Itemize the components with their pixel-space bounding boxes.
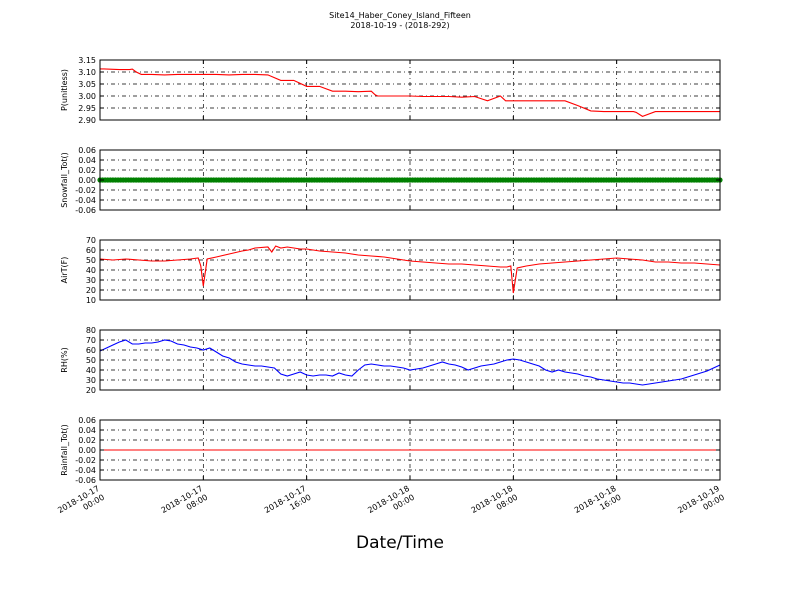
- y-tick-label: 0.02: [78, 436, 96, 445]
- y-tick-label: 60: [86, 246, 96, 255]
- y-tick-label: 50: [86, 256, 96, 265]
- y-axis-label: Rainfall_Tot(): [60, 424, 69, 476]
- y-tick-label: -0.02: [75, 186, 96, 195]
- y-tick-label: -0.06: [75, 206, 96, 215]
- y-axis-label: P(unitless): [60, 69, 69, 111]
- y-tick-label: 0.00: [78, 446, 96, 455]
- y-tick-label: -0.06: [75, 476, 96, 485]
- y-tick-label: 2.95: [78, 104, 96, 113]
- y-tick-label: 3.00: [78, 92, 96, 101]
- y-tick-label: 3.15: [78, 56, 96, 65]
- y-tick-label: 0.02: [78, 166, 96, 175]
- y-axis-label: AirT(F): [60, 257, 69, 284]
- y-tick-label: 2.90: [78, 116, 96, 125]
- y-tick-label: -0.04: [75, 466, 96, 475]
- y-tick-label: 40: [86, 266, 96, 275]
- series-line: [99, 245, 721, 294]
- series-line: [99, 339, 721, 386]
- y-tick-label: -0.04: [75, 196, 96, 205]
- y-tick-label: 0.06: [78, 146, 96, 155]
- y-tick-label: 0.04: [78, 156, 96, 165]
- chart-title: Site14_Haber_Coney_Island_Fifteen: [329, 11, 471, 20]
- y-tick-label: 70: [86, 336, 96, 345]
- y-tick-label: 0.00: [78, 176, 96, 185]
- y-tick-label: 30: [86, 376, 96, 385]
- y-tick-label: 0.04: [78, 426, 96, 435]
- y-tick-label: 70: [86, 236, 96, 245]
- y-tick-label: 3.05: [78, 80, 96, 89]
- y-tick-label: 10: [86, 296, 96, 305]
- y-tick-label: 50: [86, 356, 96, 365]
- y-tick-label: 40: [86, 366, 96, 375]
- y-tick-label: 20: [86, 386, 96, 395]
- y-tick-label: -0.02: [75, 456, 96, 465]
- y-axis-label: RH(%): [60, 347, 69, 372]
- y-axis-label: Snowfall_Tot(): [60, 152, 69, 208]
- y-tick-label: 3.10: [78, 68, 96, 77]
- chart-subtitle: 2018-10-19 - (2018-292): [350, 21, 450, 30]
- y-tick-label: 20: [86, 286, 96, 295]
- x-axis-title: Date/Time: [356, 533, 444, 553]
- y-tick-label: 60: [86, 346, 96, 355]
- y-tick-label: 80: [86, 326, 96, 335]
- y-tick-label: 30: [86, 276, 96, 285]
- series-line: [100, 68, 720, 118]
- y-tick-label: 0.06: [78, 416, 96, 425]
